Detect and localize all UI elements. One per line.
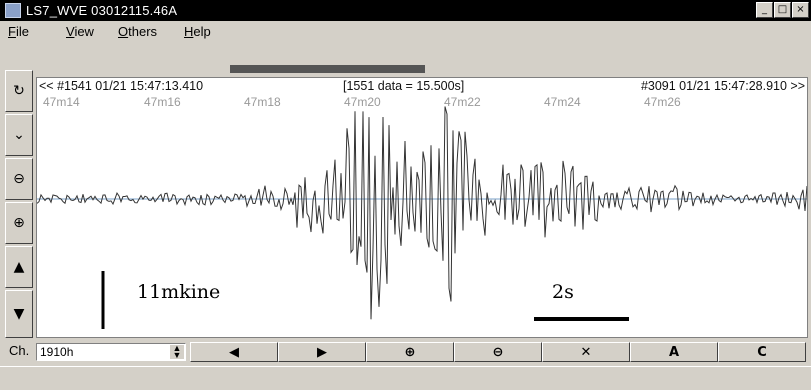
data-count-label: [1551 data = 15.500s]: [343, 79, 465, 93]
app-icon: [5, 3, 21, 18]
menu-bar: File View Others Help: [0, 21, 811, 44]
a-button[interactable]: A: [630, 342, 718, 362]
menu-file[interactable]: File: [8, 24, 29, 39]
time-tick: 47m16: [144, 95, 181, 109]
bottom-toolbar: Ch. 1910h ▲ ▼ ◀ ▶ ⊕ ⊖ ✕ A C: [0, 340, 811, 364]
time-tick: 47m24: [544, 95, 581, 109]
reload-button[interactable]: ↻: [5, 70, 33, 112]
time-tick: 47m26: [644, 95, 681, 109]
scale-up-icon: ▲: [13, 259, 25, 275]
zoom-in-icon: ⊕: [13, 215, 25, 231]
end-label: #3091 01/21 15:47:28.910 >>: [640, 79, 805, 93]
channel-select[interactable]: 1910h ▲ ▼: [36, 343, 186, 361]
start-label: << #1541 01/21 15:47:13.410: [39, 79, 204, 93]
zoom-out-time-button[interactable]: ⊖: [454, 342, 542, 362]
waveform-canvas: [37, 106, 807, 329]
menu-others[interactable]: Others: [118, 24, 158, 39]
channel-spinner[interactable]: ▲ ▼: [170, 344, 184, 360]
menu-view[interactable]: View: [66, 24, 94, 39]
title-bar[interactable]: LS7_WVE 03012115.46A _ □ ×: [0, 0, 811, 21]
amplitude-scale-label: 11mkine: [137, 281, 221, 303]
plot-header: << #1541 01/21 15:47:13.410 [1551 data =…: [37, 78, 807, 95]
window-title: LS7_WVE 03012115.46A: [26, 3, 178, 18]
menu-help[interactable]: Help: [184, 24, 211, 39]
left-arrow-icon: ◀: [229, 344, 239, 360]
status-bar: [0, 366, 811, 390]
pan-down-icon: ⌄: [13, 127, 25, 143]
reload-icon: ↻: [13, 83, 25, 99]
channel-label: Ch.: [9, 343, 30, 358]
time-tick: 47m18: [244, 95, 281, 109]
scroll-position-bar[interactable]: [230, 65, 425, 73]
zoom-out-button[interactable]: ⊖: [5, 158, 33, 200]
close-icon: ✕: [580, 344, 592, 360]
time-tick: 47m22: [444, 95, 481, 109]
close-trace-button[interactable]: ✕: [542, 342, 630, 362]
seismic-trace: [37, 106, 807, 320]
zoom-in-icon: ⊕: [404, 344, 416, 360]
time-tick: 47m20: [344, 95, 381, 109]
time-axis: 47m14 47m16 47m18 47m20 47m22 47m24 47m2…: [37, 95, 807, 109]
waveform-plot[interactable]: << #1541 01/21 15:47:13.410 [1551 data =…: [36, 77, 808, 338]
scale-down-icon: ▼: [13, 306, 25, 322]
prev-button[interactable]: ◀: [190, 342, 278, 362]
channel-value: 1910h: [40, 345, 74, 359]
scale-up-button[interactable]: ▲: [5, 246, 33, 288]
time-tick: 47m14: [43, 95, 80, 109]
minimize-button[interactable]: _: [756, 2, 773, 18]
a-label: A: [668, 344, 680, 360]
zoom-in-time-button[interactable]: ⊕: [366, 342, 454, 362]
zoom-out-icon: ⊖: [13, 171, 25, 187]
maximize-button[interactable]: □: [774, 2, 791, 18]
time-scale-label: 2s: [552, 281, 574, 303]
scale-down-button[interactable]: ▼: [5, 290, 33, 338]
right-arrow-icon: ▶: [317, 344, 327, 360]
next-button[interactable]: ▶: [278, 342, 366, 362]
c-button[interactable]: C: [718, 342, 806, 362]
c-label: C: [757, 344, 767, 360]
zoom-out-icon: ⊖: [492, 344, 504, 360]
zoom-in-button[interactable]: ⊕: [5, 202, 33, 244]
close-button[interactable]: ×: [792, 2, 809, 18]
pan-down-button[interactable]: ⌄: [5, 114, 33, 156]
left-toolbar: ↻ ⌄ ⊖ ⊕ ▲ ▼: [5, 70, 33, 338]
